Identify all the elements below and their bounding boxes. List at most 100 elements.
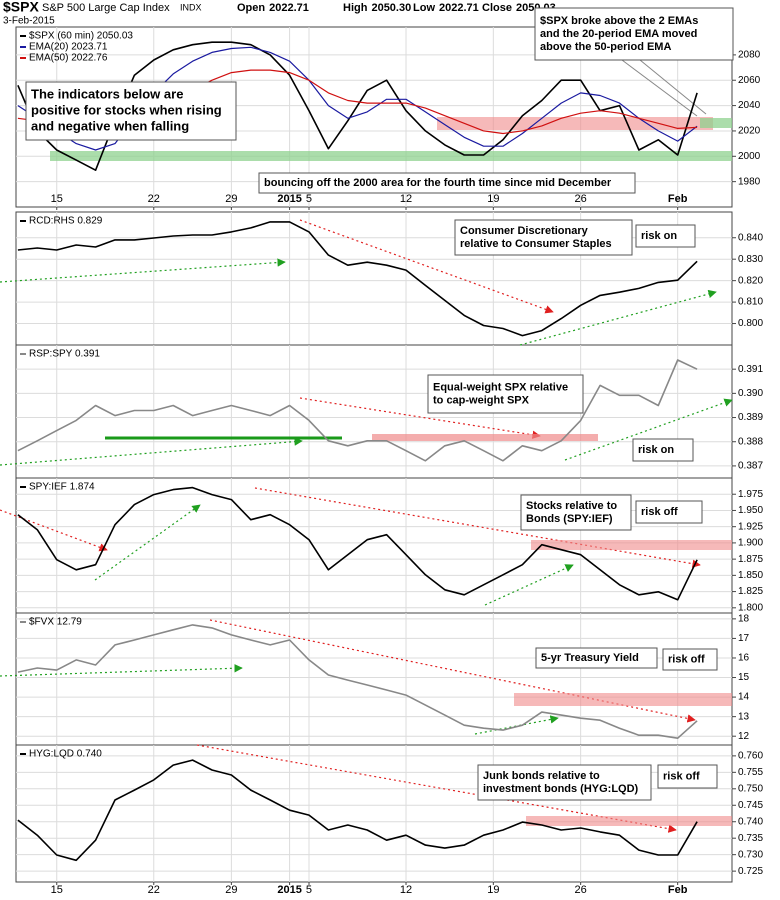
y-tick-label: 16 <box>738 653 750 664</box>
resistance-band <box>514 693 732 706</box>
x-tick-label: 26 <box>575 884 587 896</box>
y-tick-label: 17 <box>738 633 750 644</box>
y-tick-label: 0.755 <box>738 767 763 778</box>
y-tick-label: 0.810 <box>738 297 763 308</box>
quote-label: High <box>343 2 368 14</box>
y-tick-label: 1.975 <box>738 489 763 500</box>
date: 3-Feb-2015 <box>3 16 55 27</box>
annotation-text: and the 20-period EMA moved <box>540 28 697 40</box>
pointer-line <box>639 59 707 115</box>
y-tick-label: 1.950 <box>738 505 763 516</box>
annotation-text: positive for stocks when rising <box>31 102 222 117</box>
annotation-box <box>427 374 584 414</box>
quote-value: 2050.30 <box>371 2 411 14</box>
annotation-text: and negative when falling <box>31 118 189 133</box>
trend-arrow <box>0 509 108 552</box>
y-tick-label: 12 <box>738 731 750 742</box>
y-tick-label: 0.740 <box>738 816 763 827</box>
y-tick-label: 1.875 <box>738 554 763 565</box>
resistance-band <box>526 816 732 826</box>
annotation-layer <box>0 59 733 833</box>
annotation-text: above the 50-period EMA <box>540 41 671 53</box>
annotation-box <box>454 219 633 256</box>
y-tick-label: 0.391 <box>738 364 763 375</box>
annotation-text: investment bonds (HYG:LQD) <box>483 783 639 795</box>
y-tick-label: 0.840 <box>738 232 763 243</box>
annotation-box <box>534 7 734 61</box>
series-line <box>17 221 698 337</box>
trend-arrow <box>299 397 541 439</box>
annotation-box <box>535 647 658 669</box>
quote-value: 2022.71 <box>269 2 309 14</box>
trend-arrow <box>196 744 677 833</box>
annotation-text: risk on <box>638 444 674 456</box>
series-line <box>17 359 698 462</box>
y-tick-label: 0.387 <box>738 461 763 472</box>
annotation-text: Stocks relative to <box>526 500 617 512</box>
y-tick-label: 0.750 <box>738 783 763 794</box>
trend-arrow <box>484 564 574 606</box>
annotation-text: Bonds (SPY:IEF) <box>526 513 613 525</box>
x-tick-label: 5 <box>306 193 312 205</box>
x-tick-label: 22 <box>148 193 160 205</box>
pointer-line <box>621 59 698 117</box>
y-tick-label: 0.820 <box>738 275 763 286</box>
x-tick-label: 29 <box>225 193 237 205</box>
annotation-text: risk off <box>641 506 678 518</box>
panel <box>15 344 733 479</box>
y-tick-label: 0.735 <box>738 833 763 844</box>
y-tick-label: 0.730 <box>738 849 763 860</box>
annotation-text: to cap-weight SPX <box>433 394 530 406</box>
y-tick-label: 0.760 <box>738 751 763 762</box>
annotation-box <box>25 81 237 141</box>
annotation-text: risk off <box>668 653 705 665</box>
subtitle: S&P 500 Large Cap Index <box>42 2 170 14</box>
legend-label: SPY:IEF 1.874 <box>29 482 95 493</box>
y-tick-label: 15 <box>738 672 750 683</box>
x-tick-label: 15 <box>51 193 63 205</box>
quote-label: Open <box>237 2 265 14</box>
y-tick-label: 1980 <box>738 176 761 187</box>
annotation-text: 5-yr Treasury Yield <box>541 652 639 664</box>
resistance-band <box>372 434 598 441</box>
annotation-box <box>632 438 694 462</box>
y-tick-label: 0.800 <box>738 318 763 329</box>
y-tick-label: 0.830 <box>738 254 763 265</box>
annotation-text: risk off <box>663 770 700 782</box>
quote-label: Low <box>413 2 435 14</box>
x-tick-label: 19 <box>487 193 499 205</box>
quote-label: Close <box>482 2 512 14</box>
annotation-text: risk on <box>641 230 677 242</box>
x-tick-label: 15 <box>51 884 63 896</box>
x-tick-label: 5 <box>306 884 312 896</box>
y-tick-label: 2060 <box>738 75 761 86</box>
x-tick-label: 12 <box>400 193 412 205</box>
annotation-text: Junk bonds relative to <box>483 770 600 782</box>
y-tick-label: 1.800 <box>738 602 763 613</box>
y-tick-label: 2020 <box>738 126 761 137</box>
resistance-band <box>437 117 713 130</box>
annotation-box <box>662 648 718 671</box>
annotation-text: Equal-weight SPX relative <box>433 381 568 393</box>
legend-label: RSP:SPY 0.391 <box>29 349 100 360</box>
symbol: $SPX <box>3 0 39 15</box>
annotation-box <box>258 172 636 194</box>
trend-arrow <box>474 715 559 735</box>
support-band <box>50 151 732 161</box>
y-tick-label: 1.925 <box>738 521 763 532</box>
annotation-text: The indicators below are <box>31 86 183 101</box>
y-tick-label: 13 <box>738 711 750 722</box>
y-tick-label: 1.825 <box>738 586 763 597</box>
y-tick-label: 2000 <box>738 151 761 162</box>
x-tick-label: 2015 <box>277 193 301 205</box>
trend-arrow <box>0 437 303 466</box>
annotation-text: $SPX broke above the 2 EMAs <box>540 15 698 27</box>
annotation-box <box>657 764 718 789</box>
y-tick-label: 0.390 <box>738 388 763 399</box>
y-tick-label: 0.745 <box>738 800 763 811</box>
legend-label: EMA(50) 2022.76 <box>29 53 108 64</box>
panel <box>15 612 733 746</box>
legend-label: $FVX 12.79 <box>29 617 82 628</box>
series-line <box>17 486 698 601</box>
y-tick-label: 2040 <box>738 100 761 111</box>
